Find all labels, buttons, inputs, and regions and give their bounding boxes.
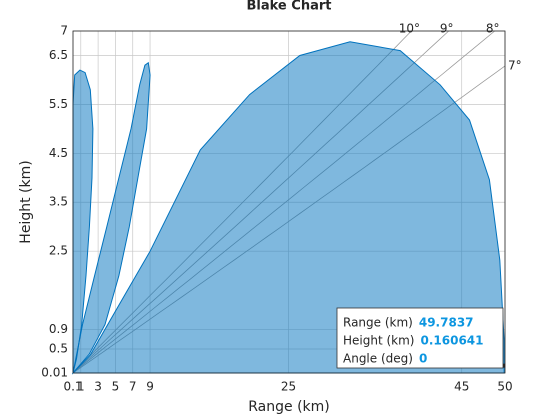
x-tick-label: 50 [497, 380, 512, 394]
datatip-value: 0 [419, 352, 427, 366]
datatip-label: Angle (deg) [343, 352, 413, 366]
datatip: Range (km) 49.7837 Height (km) 0.160641 Angl… [336, 307, 504, 369]
x-tick-label: 5 [112, 380, 120, 394]
angle-label: 7° [508, 58, 522, 72]
lobe [71, 41, 505, 374]
x-tick-label: 25 [281, 380, 296, 394]
lobe [72, 69, 94, 374]
y-tick-label: 6.5 [49, 48, 68, 62]
angle-label: 9° [440, 22, 454, 36]
x-tick-label: 9 [146, 380, 154, 394]
datatip-label: Range (km) [343, 316, 413, 330]
datatip-value: 0.160641 [420, 334, 483, 348]
y-axis-label: Height (km) [18, 160, 34, 243]
y-tick-label: 3.5 [49, 195, 68, 209]
y-tick-label: 0.9 [49, 322, 68, 336]
chart-title: Blake Chart [247, 0, 332, 14]
x-tick-label: 3 [94, 380, 102, 394]
y-tick-label: 5.5 [49, 97, 68, 111]
lobe [72, 61, 151, 375]
x-tick-label: 45 [454, 380, 469, 394]
y-tick-label: 0.5 [49, 342, 68, 356]
y-tick-label: 2.5 [49, 244, 68, 258]
y-tick-label: 7 [60, 24, 68, 38]
x-tick-label: 1 [77, 380, 85, 394]
axes-box [72, 30, 506, 374]
y-tick-label: 0.01 [41, 366, 68, 380]
angle-label: 8° [486, 22, 500, 36]
datatip-value: 49.7837 [419, 316, 474, 330]
datatip-box [336, 307, 504, 369]
x-tick-label: 7 [129, 380, 137, 394]
x-tick-label: 0.1 [63, 380, 82, 394]
angle-label: 10° [399, 22, 420, 36]
x-axis-label: Range (km) [248, 399, 330, 415]
datatip-label: Height (km) [343, 334, 414, 348]
y-tick-label: 4.5 [49, 146, 68, 160]
